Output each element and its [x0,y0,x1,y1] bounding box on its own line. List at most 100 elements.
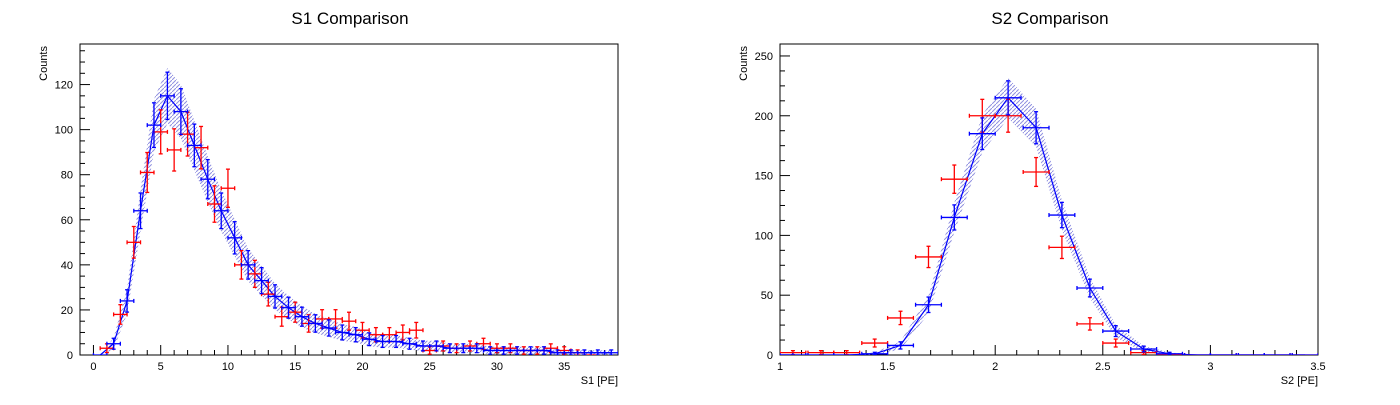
y-tick-label: 0 [67,350,73,362]
blue-data-point [92,353,108,355]
red-data-point [1102,338,1130,348]
blue-data-point [1155,351,1184,355]
model-line [99,94,612,355]
blue-data-point [267,284,283,309]
blue-data-point [200,158,216,200]
x-tick-label: 5 [158,361,164,373]
chart-title: S2 Comparison [991,9,1108,28]
blue-data-point [240,249,256,280]
blue-data-point [321,319,337,337]
x-axis-label: S1 [PE] [581,375,618,387]
blue-data-point [106,337,121,350]
y-axis-label: Counts [738,46,750,81]
blue-data-point [254,267,269,295]
red-data-point [940,164,968,194]
blue-data-point [886,341,915,350]
x-tick-label: 15 [289,361,301,373]
blue-data-point [940,204,968,231]
red-data-point [1048,235,1076,260]
x-tick-label: 2 [992,361,998,373]
blue-data-point [1291,353,1318,355]
blue-data-point [861,351,889,355]
plot-frame [779,43,1319,356]
x-tick-label: 1 [777,361,783,373]
blue-data-point [133,192,148,230]
x-tick-label: 2.5 [1095,361,1110,373]
red-data-point [886,310,915,326]
x-axis-label: S2 [PE] [1281,375,1318,387]
red-data-point [126,225,142,259]
blue-data-point [186,123,202,168]
red-data-point [833,349,861,355]
blue-data-point [119,289,135,313]
blue-data-point [1022,111,1050,145]
y-tick-label: 150 [755,171,773,183]
y-tick-label: 20 [61,305,73,317]
x-tick-label: 10 [222,361,234,373]
blue-data-point [173,88,189,136]
plot-content [780,77,1318,355]
blue-data-point [1048,201,1076,229]
blue-data-point [1102,324,1130,338]
plot-content [92,68,618,355]
blue-data-point [780,353,794,355]
blue-data-point [160,71,175,121]
x-tick-label: 30 [491,361,503,373]
x-tick-label: 25 [424,361,436,373]
x-tick-label: 3.5 [1310,361,1325,373]
y-tick-label: 250 [755,51,773,63]
blue-data-point [914,296,943,314]
blue-data-point [994,80,1022,116]
blue-data-point [523,346,538,355]
red-data-point [166,128,182,172]
red-data-point [341,311,357,331]
blue-data-point [429,340,444,352]
y-tick-label: 50 [761,290,773,302]
y-tick-label: 60 [61,215,73,227]
x-tick-label: 20 [356,361,368,373]
red-data-point [207,185,222,223]
blue-data-point [388,334,404,349]
blue-data-point [307,314,323,333]
y-tick-label: 100 [55,125,73,137]
y-tick-label: 0 [767,350,773,362]
red-data-point [1022,156,1050,188]
y-tick-label: 100 [755,230,773,242]
blue-data-point [603,349,618,355]
blue-data-point [780,353,807,355]
red-data-point [112,304,128,325]
s2-chart-panel: S2 Comparison Counts S2 [PE] 0 50 100 150 20… [700,0,1400,400]
red-data-point [861,338,889,348]
blue-data-point [833,353,861,355]
blue-data-point [227,221,243,255]
s2-comparison-chart: S2 Comparison Counts S2 [PE] 0 50 100 150 20… [738,9,1326,387]
uncertainty-band [780,77,1306,355]
red-data-point [220,168,236,208]
blue-data-point [1263,353,1291,355]
blue-data-point [509,346,525,355]
y-axis-label: Counts [38,46,50,81]
blue-data-point [146,102,162,149]
blue-data-point [361,332,377,347]
red-data-point [139,151,155,194]
blue-data-point [348,326,364,343]
red-data-point [807,349,835,355]
blue-data-point [1076,278,1104,298]
blue-data-point [375,334,391,349]
blue-data-point [1209,353,1237,355]
y-tick-label: 200 [755,111,773,123]
y-tick-label: 120 [55,80,73,92]
chart-title: S1 Comparison [291,9,408,28]
x-tick-label: 1.5 [880,361,895,373]
blue-data-point [1237,353,1265,355]
blue-data-point [1130,345,1158,353]
red-data-point [914,245,943,269]
blue-data-point [294,306,310,327]
blue-data-point [968,117,996,151]
blue-data-point [402,337,417,350]
y-tick-label: 80 [61,170,73,182]
s1-chart-panel: S1 Comparison Counts S1 [PE] 0 20 40 60 80 10… [0,0,700,400]
blue-data-point [281,296,296,319]
x-tick-label: 0 [90,361,96,373]
blue-data-point [213,192,229,230]
